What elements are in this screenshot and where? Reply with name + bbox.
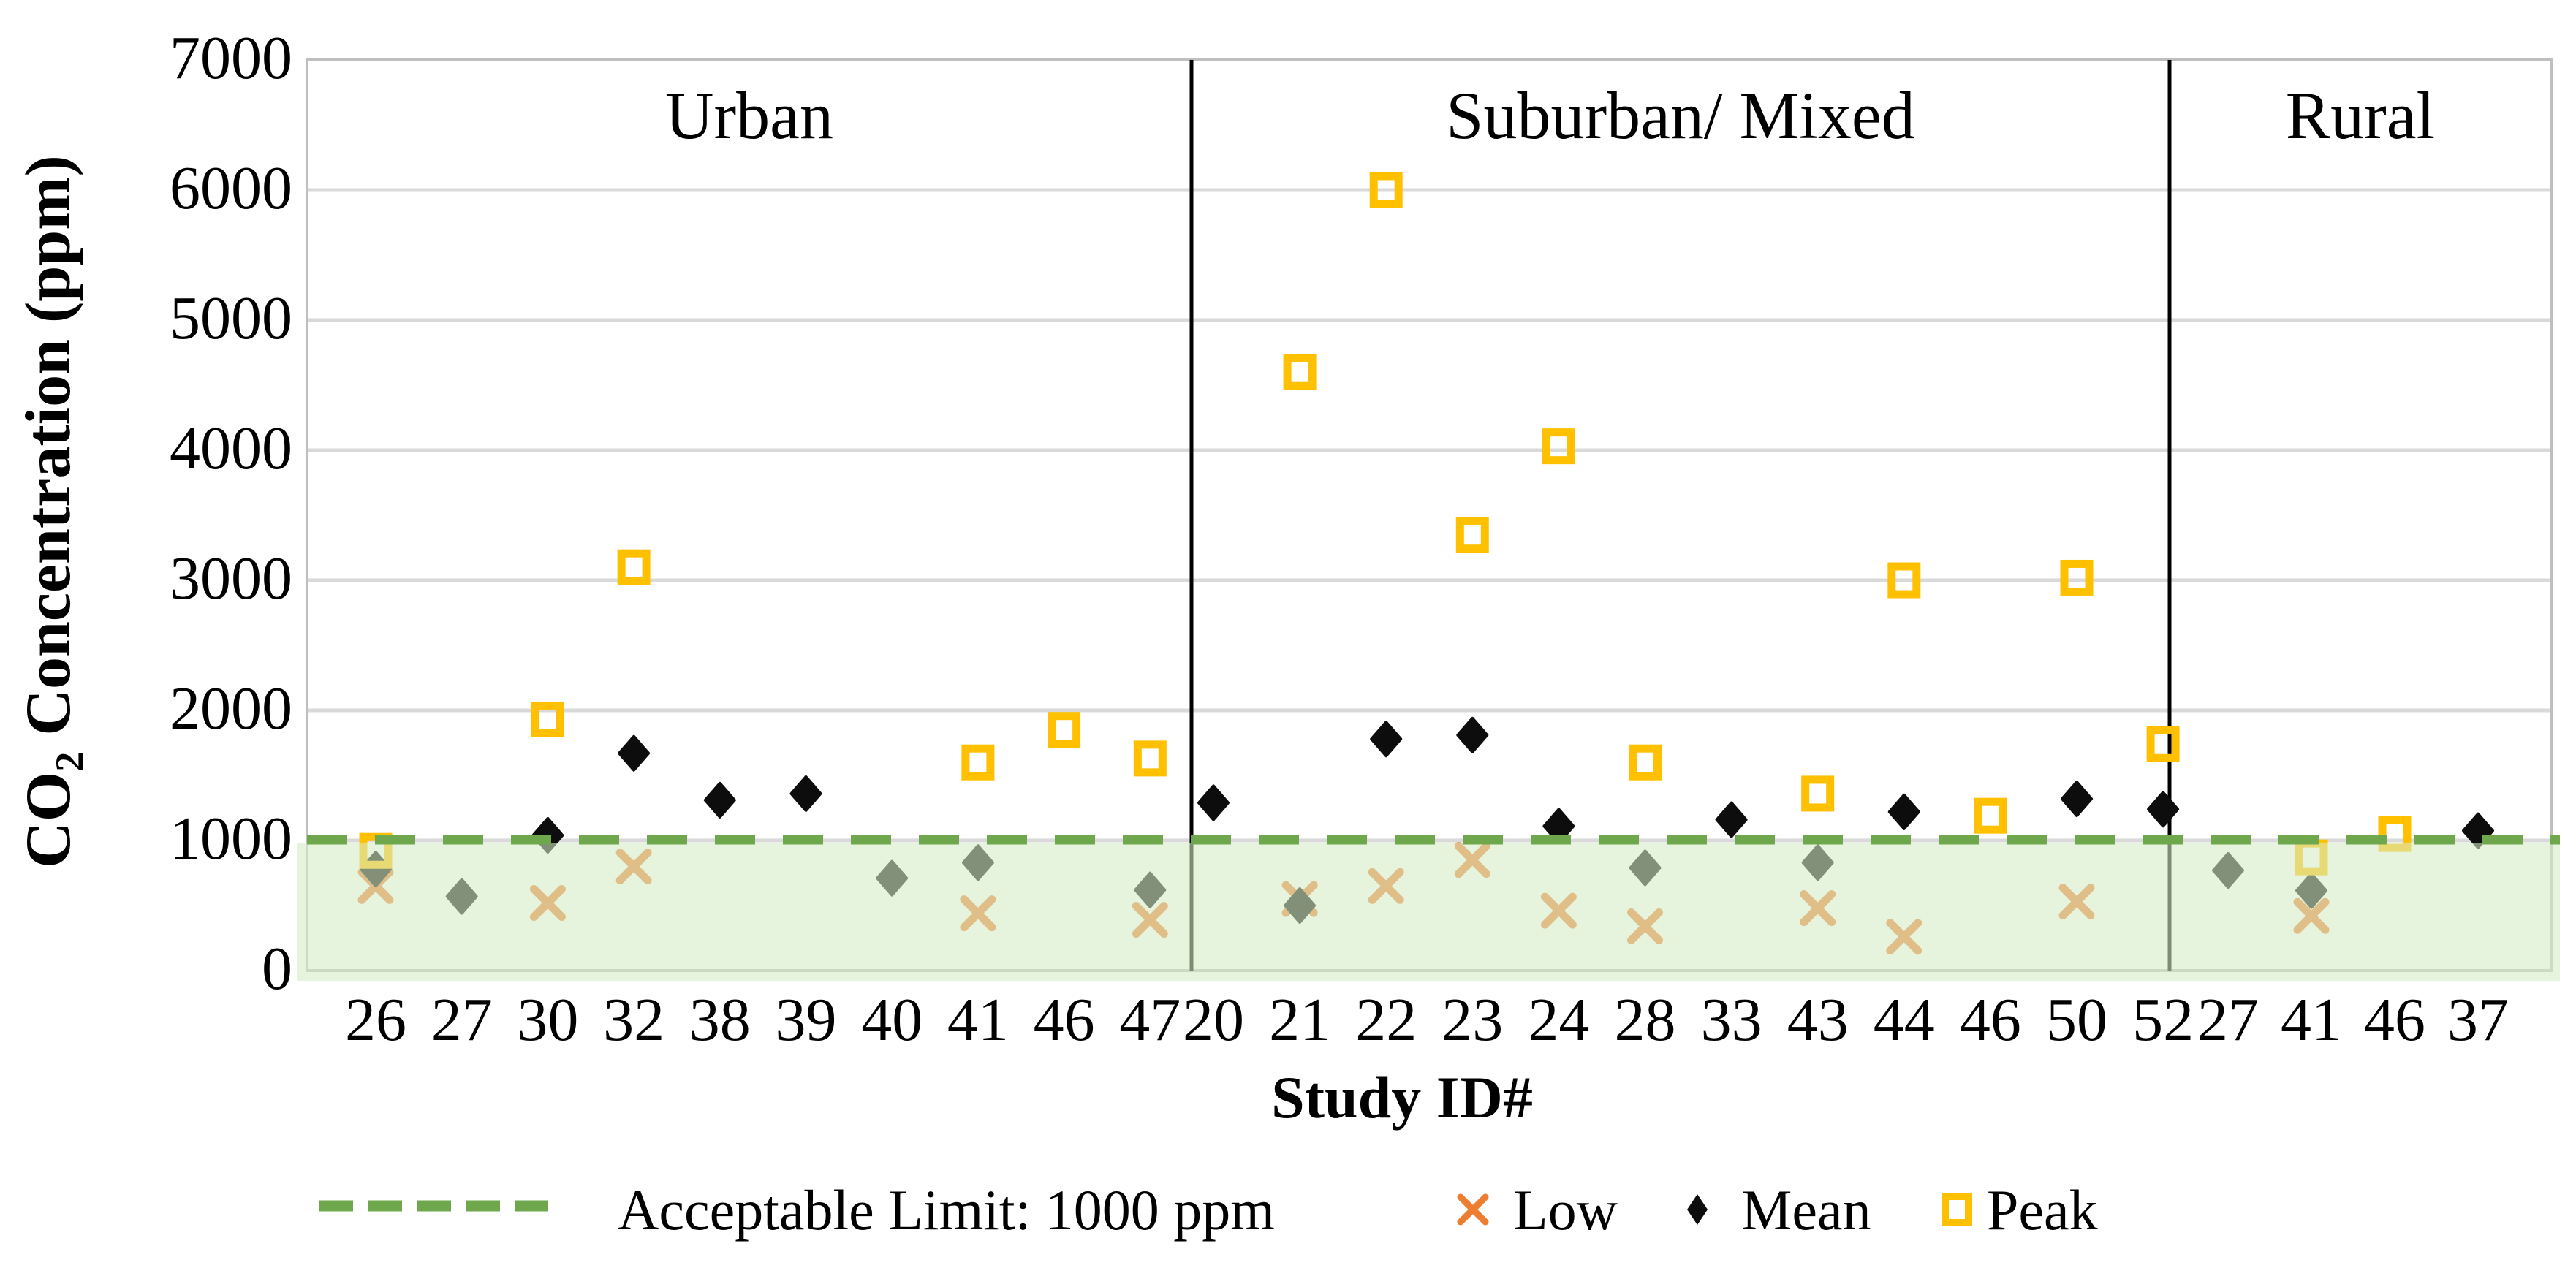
marker-mean-s2-52 bbox=[2147, 791, 2180, 828]
marker-peak-s2-50 bbox=[2060, 559, 2094, 596]
x-tick-label-s1-47: 47 bbox=[1119, 986, 1181, 1054]
x-tick-label-s2-21: 21 bbox=[1269, 986, 1331, 1054]
marker-mean-s2-22 bbox=[1370, 721, 1403, 758]
y-axis-title: CO2 Concentration (ppm) bbox=[13, 155, 92, 868]
legend-low-x-icon bbox=[1457, 1193, 1489, 1226]
legend-limit-label: Acceptable Limit: 1000 ppm bbox=[618, 1178, 1275, 1242]
y-tick-label-2000: 2000 bbox=[170, 675, 292, 743]
y-tick-label-0: 0 bbox=[262, 935, 292, 1003]
x-tick-label-s3-37: 37 bbox=[2447, 986, 2509, 1054]
section-label-2: Suburban/ Mixed bbox=[1446, 78, 1915, 153]
y-tick-label-5000: 5000 bbox=[170, 284, 292, 352]
marker-peak-s2-23 bbox=[1455, 517, 1489, 553]
x-axis-title: Study ID# bbox=[1271, 1064, 1533, 1131]
marker-mean-s2-20 bbox=[1197, 784, 1230, 821]
marker-peak-s2-46 bbox=[1974, 797, 2007, 834]
marker-mean-s2-50 bbox=[2061, 781, 2093, 818]
marker-peak-s1-30 bbox=[531, 701, 564, 737]
x-tick-label-s1-27: 27 bbox=[431, 986, 493, 1054]
marker-peak-s2-52 bbox=[2146, 726, 2180, 762]
x-tick-label-s2-43: 43 bbox=[1787, 986, 1849, 1054]
y-axis-title-subscript: 2 bbox=[47, 751, 92, 772]
marker-mean-s2-44 bbox=[1887, 793, 1920, 830]
legend-mean-label: Mean bbox=[1741, 1178, 1871, 1242]
y-tick-label-3000: 3000 bbox=[170, 544, 292, 612]
marker-peak-s1-47 bbox=[1133, 740, 1167, 777]
marker-mean-s1-32 bbox=[618, 734, 651, 772]
marker-peak-s1-32 bbox=[617, 549, 651, 585]
marker-mean-s1-38 bbox=[703, 781, 736, 819]
x-tick-label-s2-28: 28 bbox=[1614, 986, 1676, 1054]
marker-peak-s2-21 bbox=[1283, 354, 1317, 390]
x-tick-label-s2-24: 24 bbox=[1528, 986, 1590, 1054]
x-tick-label-s1-46: 46 bbox=[1033, 986, 1095, 1054]
x-tick-label-s3-41: 41 bbox=[2281, 986, 2342, 1054]
x-tick-label-s1-38: 38 bbox=[689, 986, 751, 1054]
plot-border bbox=[306, 58, 2553, 972]
x-tick-label-s2-20: 20 bbox=[1183, 986, 1244, 1054]
x-tick-label-s1-26: 26 bbox=[345, 986, 406, 1054]
x-tick-label-s2-23: 23 bbox=[1442, 986, 1504, 1054]
marker-mean-s1-39 bbox=[789, 775, 822, 812]
x-tick-label-s2-22: 22 bbox=[1355, 986, 1417, 1054]
legend-peak-square-icon bbox=[1942, 1193, 1972, 1226]
y-tick-label-7000: 7000 bbox=[170, 24, 292, 92]
x-tick-label-s2-52: 52 bbox=[2132, 986, 2194, 1054]
marker-peak-s2-24 bbox=[1542, 428, 1575, 465]
marker-peak-s2-28 bbox=[1629, 744, 1662, 781]
x-tick-label-s1-32: 32 bbox=[603, 986, 665, 1054]
legend-limit-line-icon bbox=[319, 1200, 548, 1212]
x-tick-label-s3-46: 46 bbox=[2364, 986, 2425, 1054]
marker-mean-s2-33 bbox=[1715, 801, 1748, 838]
x-tick-label-s1-30: 30 bbox=[517, 986, 579, 1054]
marker-peak-s2-22 bbox=[1369, 172, 1403, 208]
x-tick-label-s2-33: 33 bbox=[1700, 986, 1762, 1054]
x-tick-label-s1-41: 41 bbox=[947, 986, 1009, 1054]
x-tick-label-s3-27: 27 bbox=[2197, 986, 2259, 1054]
section-label-3: Rural bbox=[2285, 78, 2436, 153]
marker-mean-s2-23 bbox=[1456, 716, 1489, 753]
y-tick-label-1000: 1000 bbox=[170, 805, 292, 873]
marker-peak-s1-41 bbox=[961, 744, 995, 781]
legend-low-label: Low bbox=[1513, 1178, 1618, 1242]
x-tick-label-s2-44: 44 bbox=[1873, 986, 1935, 1054]
acceptable-band bbox=[297, 843, 2560, 981]
marker-peak-s2-44 bbox=[1887, 562, 1921, 599]
x-tick-label-s2-50: 50 bbox=[2046, 986, 2107, 1054]
legend-mean-diamond-icon bbox=[1687, 1194, 1708, 1225]
marker-peak-s2-43 bbox=[1801, 775, 1835, 812]
x-tick-label-s1-39: 39 bbox=[775, 986, 837, 1054]
y-tick-label-6000: 6000 bbox=[170, 154, 292, 222]
y-tick-label-4000: 4000 bbox=[170, 414, 292, 482]
x-tick-label-s2-46: 46 bbox=[1959, 986, 2021, 1054]
section-label-1: Urban bbox=[665, 78, 833, 153]
marker-peak-s1-46 bbox=[1048, 712, 1081, 748]
x-tick-label-s1-40: 40 bbox=[861, 986, 923, 1054]
legend-peak-label: Peak bbox=[1987, 1178, 2098, 1242]
